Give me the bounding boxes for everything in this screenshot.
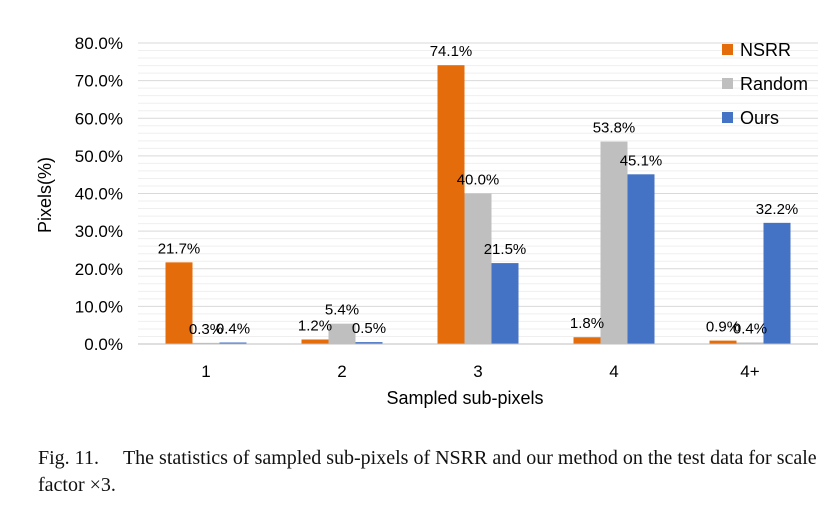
data-label: 32.2%	[756, 201, 799, 218]
y-tick-label: 40.0%	[75, 185, 123, 204]
x-axis-title: Sampled sub-pixels	[386, 388, 543, 408]
figure-number: Fig. 11.	[38, 447, 99, 469]
y-tick-label: 30.0%	[75, 222, 123, 241]
data-labels: 21.7%0.3%0.4% 1.2%5.4%0.5%74.1%40.0%21.5%…	[158, 43, 799, 338]
x-tick-label: 4+	[740, 362, 759, 381]
data-label: 53.8%	[593, 120, 636, 137]
x-axis-ticks: 1 2 3 4 4+	[201, 362, 759, 381]
y-tick-label: 50.0%	[75, 147, 123, 166]
data-label: 0.3%	[189, 321, 223, 338]
y-tick-label: 10.0%	[75, 297, 123, 316]
legend-label-nsrr: NSRR	[740, 40, 791, 60]
data-label: 45.1%	[620, 152, 663, 169]
caption-text: The statistics of sampled sub-pixels of …	[38, 447, 817, 496]
bar-chart: 0.0% 10.0% 20.0% 30.0% 40.0% 50.0% 60.0% 70.0% 8…	[35, 34, 818, 408]
y-axis-ticks: 0.0% 10.0% 20.0% 30.0% 40.0% 50.0% 60.0% 70.0% 8…	[75, 34, 123, 354]
bar-random-2	[328, 323, 356, 344]
x-tick-label: 4	[609, 362, 618, 381]
bar-nsrr-1	[165, 262, 193, 344]
legend-label-random: Random	[740, 74, 808, 94]
y-tick-label: 0.0%	[84, 335, 123, 354]
y-tick-label: 70.0%	[75, 72, 123, 91]
bar-ours-1	[219, 342, 247, 344]
bar-ours-4	[627, 174, 655, 344]
data-label: 0.5%	[352, 320, 386, 337]
y-axis-title: Pixels(%)	[35, 157, 55, 233]
data-label: 40.0%	[457, 172, 500, 189]
bar-nsrr-4	[573, 337, 601, 344]
bar-random-3	[464, 193, 492, 344]
data-label: 5.4%	[325, 302, 359, 319]
bar-nsrr-3	[437, 65, 465, 344]
data-label: 0.4%	[216, 320, 250, 337]
bar-ours-4plus	[763, 222, 791, 344]
legend-swatch-ours	[722, 112, 733, 123]
y-tick-label: 80.0%	[75, 34, 123, 53]
bar-nsrr-2	[301, 339, 329, 344]
x-tick-label: 1	[201, 362, 210, 381]
bars-group	[165, 65, 791, 344]
figure-caption: Fig. 11. The statistics of sampled sub-pi…	[38, 445, 828, 499]
data-label: 1.8%	[570, 315, 604, 332]
legend-swatch-random	[722, 78, 733, 89]
bar-ours-2	[355, 342, 383, 344]
data-label: 74.1%	[430, 43, 473, 60]
y-tick-label: 20.0%	[75, 260, 123, 279]
bar-ours-3	[491, 263, 519, 344]
bar-random-1	[192, 342, 220, 344]
bar-nsrr-4plus	[709, 340, 737, 344]
x-tick-label: 2	[337, 362, 346, 381]
data-label: 0.4%	[733, 320, 767, 337]
legend: NSRR Random Ours	[722, 40, 808, 128]
data-label: 1.2%	[298, 317, 332, 334]
data-label: 21.7%	[158, 240, 201, 257]
data-label: 21.5%	[484, 241, 527, 258]
legend-swatch-nsrr	[722, 44, 733, 55]
bar-random-4	[600, 141, 628, 344]
y-tick-label: 60.0%	[75, 109, 123, 128]
legend-label-ours: Ours	[740, 108, 779, 128]
data-label: 0.9%	[706, 319, 740, 336]
x-tick-label: 3	[473, 362, 482, 381]
bar-random-4plus	[736, 342, 764, 344]
